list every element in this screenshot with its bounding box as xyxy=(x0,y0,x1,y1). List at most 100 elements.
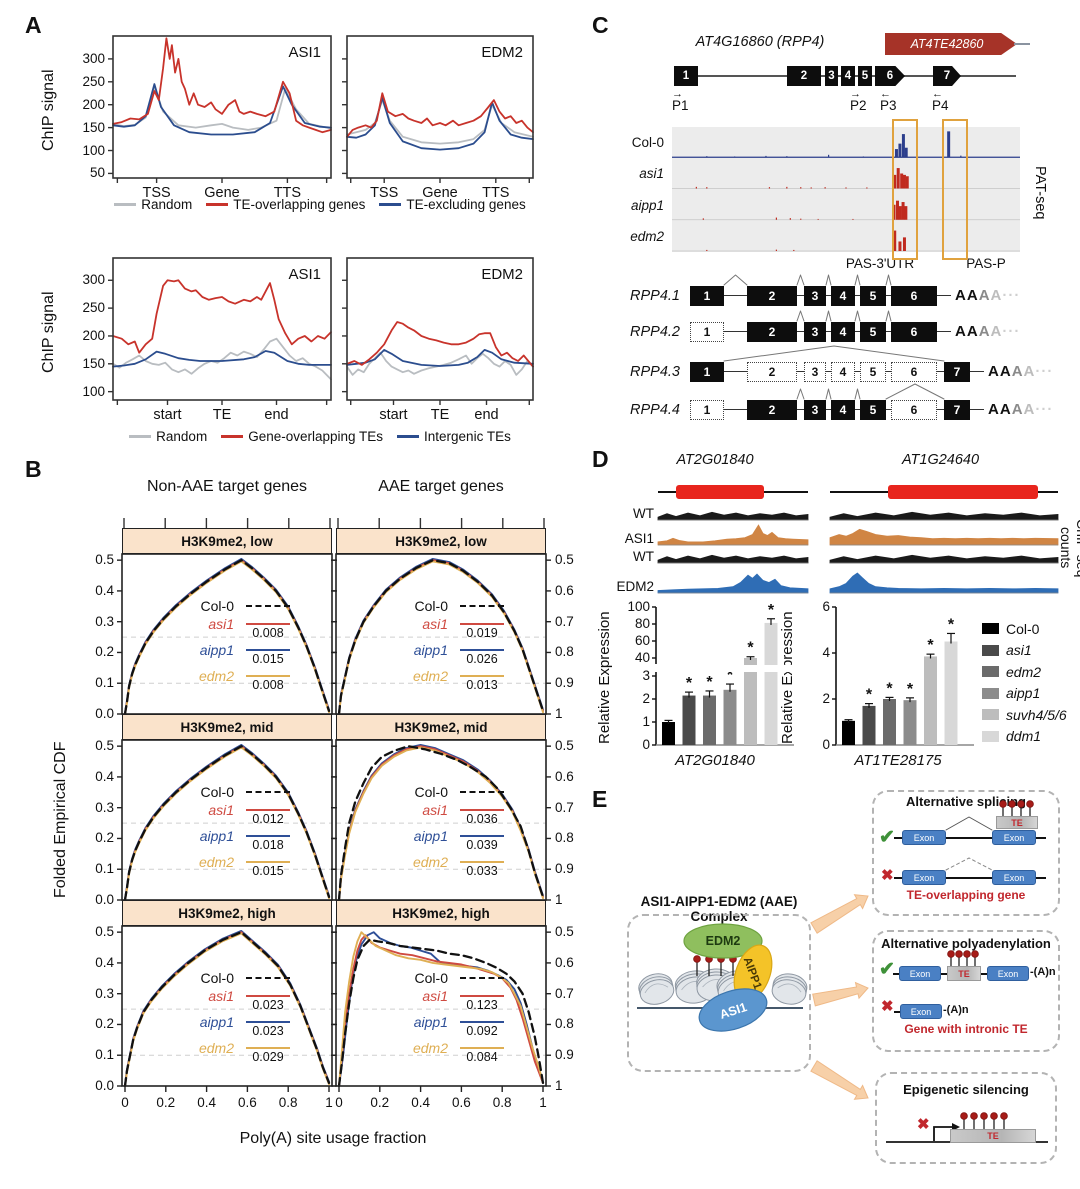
b-xtick: 0.2 xyxy=(370,1095,390,1110)
metaplot-2 xyxy=(108,257,332,405)
bar xyxy=(903,700,917,745)
panel-a-label: A xyxy=(25,12,42,38)
cdf-curve xyxy=(338,931,544,1087)
c-track-label: asi1 xyxy=(639,166,664,182)
b-legend-cell: 0.008 xyxy=(242,616,294,640)
b-legend-name: aipp1 xyxy=(199,642,234,658)
tail-char: A xyxy=(978,287,991,304)
c-isoform-exon: 3 xyxy=(804,322,826,342)
splice-caret xyxy=(854,310,861,322)
e-line xyxy=(946,837,992,839)
tail-char: · xyxy=(1014,323,1021,340)
b-legend-name: aipp1 xyxy=(413,1014,448,1030)
chip-profile xyxy=(829,528,1059,546)
b-top-ticks xyxy=(123,518,331,528)
d-bar-ytick: 6 xyxy=(822,599,830,614)
c-isoform-exon: 5 xyxy=(860,400,886,420)
b-legend-cell: 0.008 xyxy=(242,668,294,692)
b-ytick-left: 0.1 xyxy=(95,1047,114,1063)
b-legend-row: aipp1 0.023 xyxy=(182,1014,312,1038)
legend-swatch xyxy=(379,203,402,206)
b-legend-cell xyxy=(456,598,508,607)
c-isoform-exon: 7 xyxy=(944,362,970,382)
d-bar-ytick: 1 xyxy=(642,714,650,729)
tail-char: A xyxy=(1023,363,1036,380)
d-bar-ytick: 40 xyxy=(634,650,650,665)
legend-swatch xyxy=(221,435,244,438)
series-TE-excluding genes xyxy=(112,83,332,136)
cdf-curve xyxy=(337,559,545,716)
b-legend-line xyxy=(246,649,290,651)
c-isoform-exon: 2 xyxy=(747,362,797,382)
b-ytick-right: 0.9 xyxy=(555,861,574,877)
b-ytick-right: 0.6 xyxy=(555,768,574,784)
panel-b-col-header-non-aae: Non-AAE target genes xyxy=(146,478,308,495)
b-legend-name: Col-0 xyxy=(414,970,448,986)
e-line xyxy=(981,973,987,975)
legend-item: Gene-overlapping TEs xyxy=(221,429,383,444)
panel-b-ylabel: Folded Empirical CDF xyxy=(52,741,69,899)
d-gene-box-right xyxy=(888,485,1038,499)
b-legend-name: edm2 xyxy=(198,854,234,870)
series-Gene-overlapping TEs xyxy=(346,321,534,368)
b-legend-row: Col-0 xyxy=(182,598,312,614)
series-Gene-overlapping TEs xyxy=(112,279,332,354)
lollipop-head xyxy=(970,1112,978,1120)
c-isoform-exon: 4 xyxy=(831,362,855,382)
c-primer-label: P4 xyxy=(932,98,949,113)
b-ytick-left: 0.2 xyxy=(95,644,114,660)
c-exon: 2 xyxy=(787,66,821,86)
b-ytick-right: 0.7 xyxy=(555,985,574,1001)
b-ks-value: 0.026 xyxy=(466,652,498,666)
splice-caret xyxy=(825,388,832,400)
c-track-bg xyxy=(672,127,1020,252)
legend-label: Intergenic TEs xyxy=(424,429,511,444)
cdf-curve xyxy=(337,938,545,1088)
b-legend-name: Col-0 xyxy=(414,784,448,800)
d-legend-swatch xyxy=(982,644,999,656)
tail-char: A xyxy=(1011,401,1024,418)
d-barchart-bar-at1te28175: * * * * * xyxy=(832,606,974,746)
bar xyxy=(703,695,716,745)
c-primer-label: P1 xyxy=(672,98,689,113)
legend-item: TE-overlapping genes xyxy=(206,197,365,212)
b-legend-cell: 0.036 xyxy=(456,802,508,826)
plot-frame xyxy=(335,925,547,1087)
b-legend-name: aipp1 xyxy=(413,642,448,658)
c-isoform-exon: 2 xyxy=(747,322,797,342)
b-legend-name: aipp1 xyxy=(199,828,234,844)
panel-d-xlabel-left: AT2G01840 xyxy=(675,752,755,769)
cdf-curve xyxy=(338,931,544,1087)
b-legend-line xyxy=(246,1047,290,1049)
b-legend-line xyxy=(460,995,504,997)
panel-e-polya-title: Alternative polyadenylation xyxy=(881,936,1051,951)
e-line xyxy=(1036,877,1046,879)
metaplot-3 xyxy=(342,257,534,405)
sig-star: * xyxy=(927,637,934,654)
b-ytick-left: 0.5 xyxy=(95,738,114,754)
b-ytick-right: 1 xyxy=(555,1078,563,1093)
c-isoform-exon: 1 xyxy=(690,362,724,382)
tail-char: A xyxy=(990,323,1003,340)
b-xtick: 0.6 xyxy=(452,1095,471,1110)
cdf-curve xyxy=(123,745,331,902)
d-legend-label: ddm1 xyxy=(1006,728,1042,745)
d-legend-label: edm2 xyxy=(1006,663,1042,680)
tail-char: · xyxy=(1035,363,1042,380)
y-tick-label: 100 xyxy=(82,383,105,399)
d-track-label: WT xyxy=(633,506,654,521)
tail-char: A xyxy=(955,323,967,340)
c-exon: 1 xyxy=(674,66,698,86)
b-ytick-left: 0.0 xyxy=(95,706,114,721)
cdf-curve xyxy=(123,931,331,1088)
e-silencing-box xyxy=(875,1072,1057,1164)
sig-star: * xyxy=(747,640,754,657)
b-legend-line xyxy=(246,861,290,863)
legend-swatch xyxy=(206,203,229,206)
legend-swatch xyxy=(114,203,137,206)
b-legend-row: aipp1 0.026 xyxy=(396,642,526,666)
b-legend-line xyxy=(246,995,290,997)
plot-title: ASI1 xyxy=(288,266,321,283)
b-ks-value: 0.029 xyxy=(252,1050,284,1064)
